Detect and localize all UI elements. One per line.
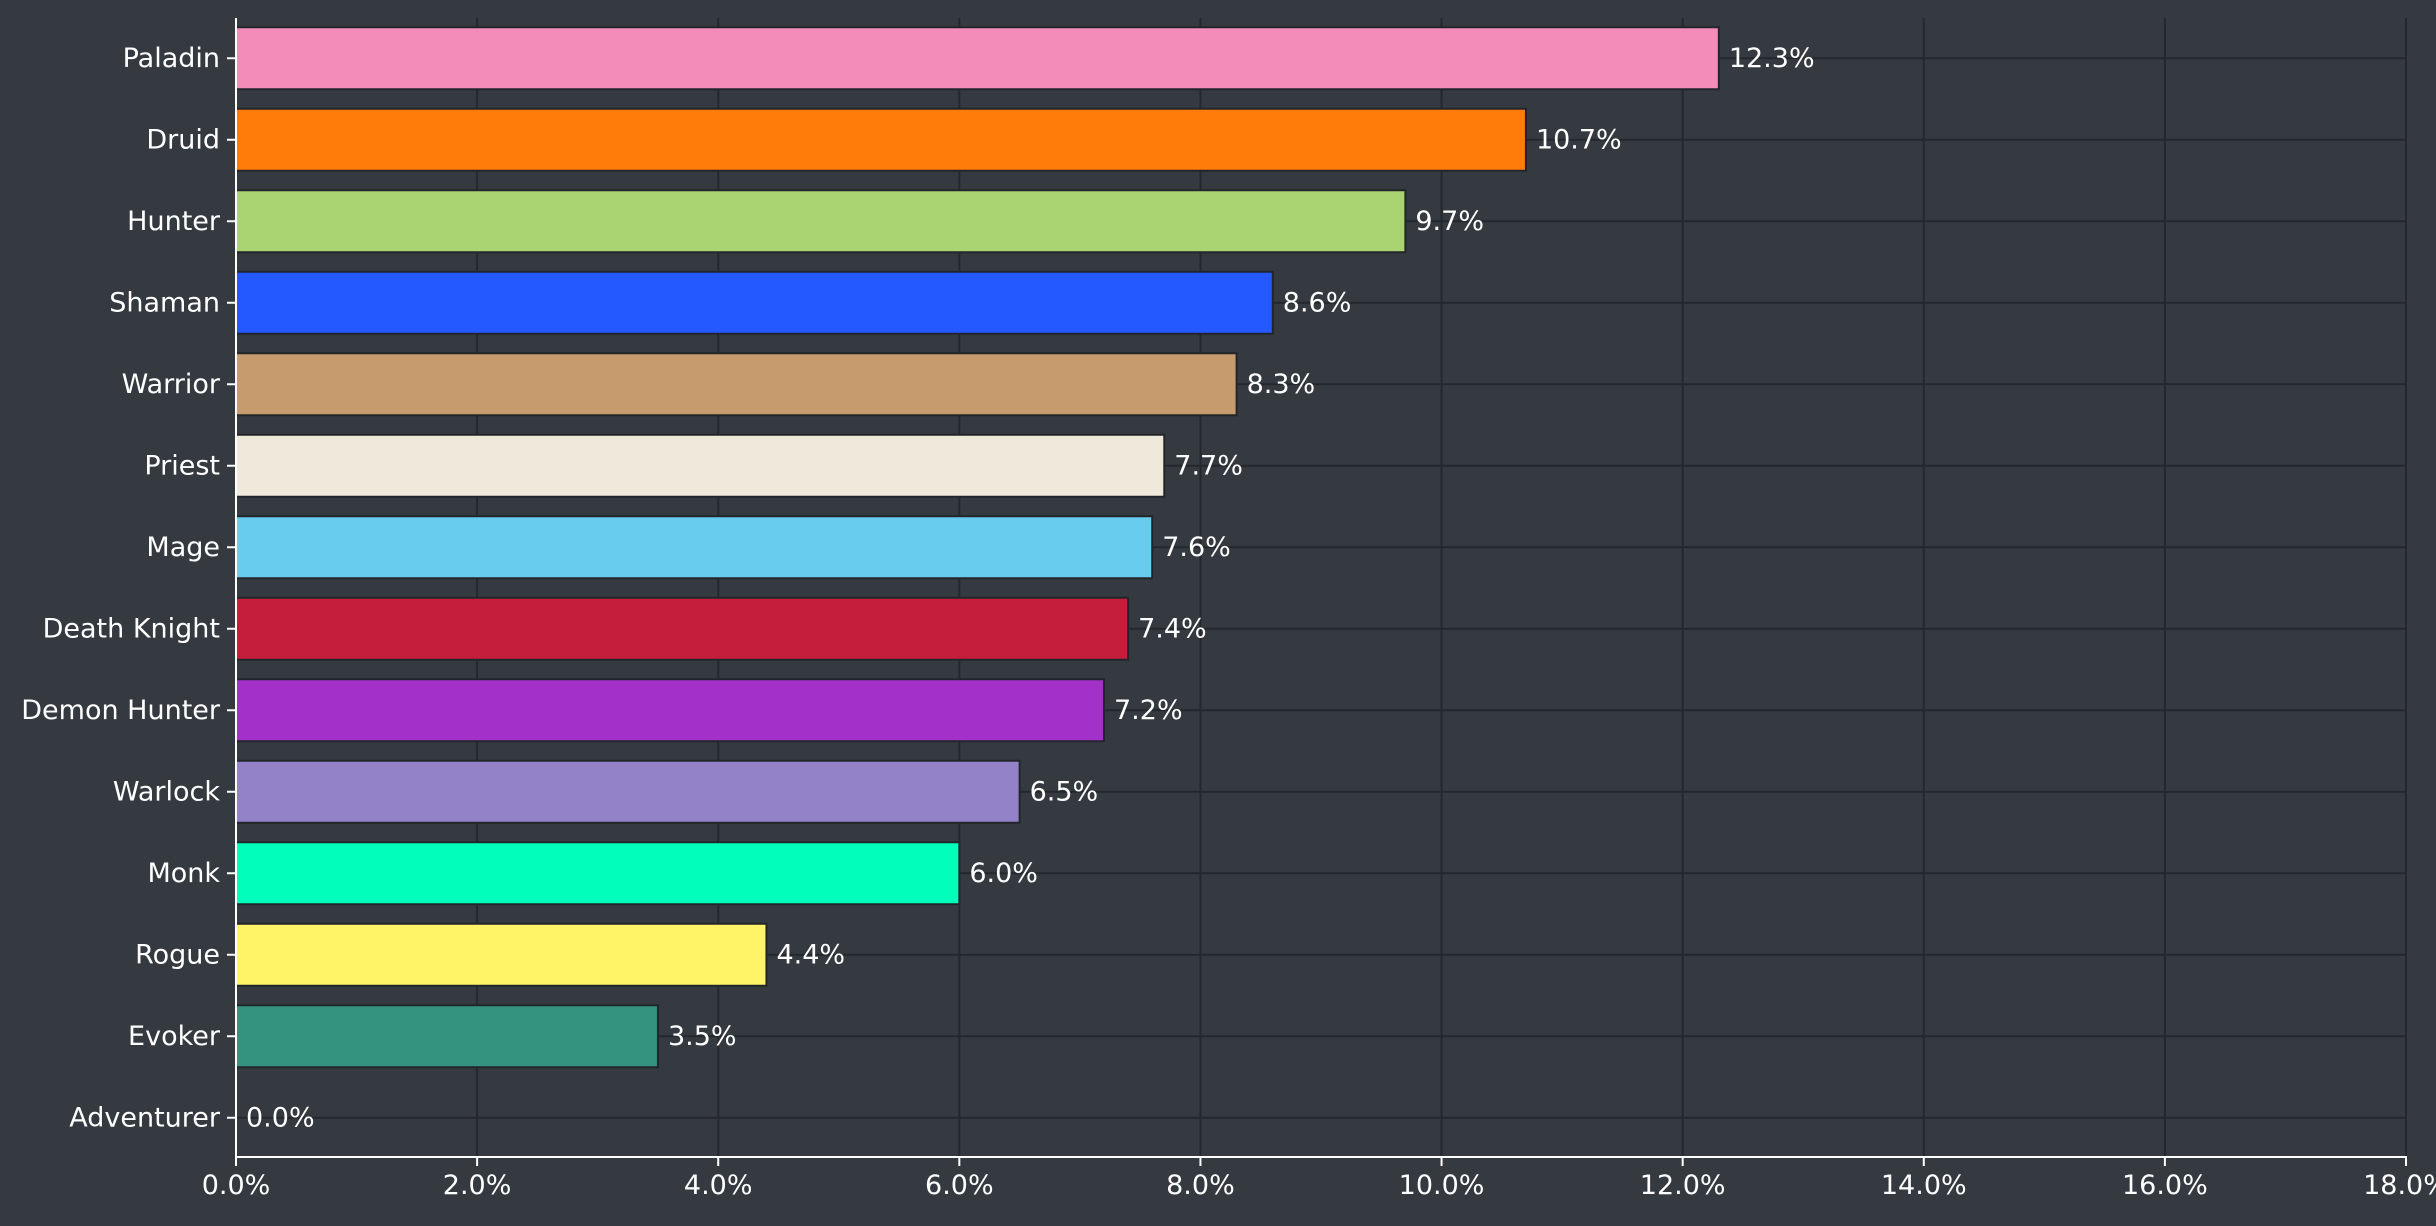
value-label: 4.4%: [776, 939, 845, 970]
y-tick-label: Adventurer: [69, 1102, 221, 1133]
bar-warrior: [235, 352, 1238, 417]
label-layer: 12.3% 10.7% 9.7% 8.6% 8.3% 7.7% 7.6% 7.4% 7.2% 6.…: [21, 43, 2436, 1201]
bar-evoker: [235, 1004, 659, 1069]
value-label: 7.4%: [1138, 613, 1207, 644]
y-tick-label: Warrior: [122, 369, 221, 400]
x-tick-label: 12.0%: [1640, 1170, 1726, 1201]
x-tick-label: 0.0%: [202, 1170, 271, 1201]
x-tick-label: 8.0%: [1166, 1170, 1235, 1201]
y-tick-label: Demon Hunter: [21, 695, 221, 726]
y-tick-label: Paladin: [123, 43, 220, 74]
value-label: 9.7%: [1415, 206, 1484, 237]
bar-warlock: [235, 759, 1021, 824]
y-tick-label: Shaman: [109, 287, 220, 318]
value-label: 7.2%: [1114, 695, 1183, 726]
value-label: 3.5%: [668, 1021, 737, 1052]
value-label: 8.3%: [1247, 369, 1316, 400]
bar-layer: [235, 26, 1720, 1069]
x-tick-label: 18.0%: [2363, 1170, 2436, 1201]
bar-shaman: [235, 270, 1274, 335]
bar-hunter: [235, 189, 1407, 254]
y-tick-label: Priest: [144, 450, 220, 481]
bar-priest: [235, 433, 1166, 498]
y-tick-label: Mage: [146, 532, 220, 563]
y-tick-label: Evoker: [128, 1021, 221, 1052]
y-tick-label: Druid: [146, 124, 220, 155]
bar-monk: [235, 841, 961, 906]
bar-mage: [235, 515, 1154, 580]
value-label: 10.7%: [1536, 124, 1622, 155]
value-label: 7.7%: [1174, 450, 1243, 481]
bar-rogue: [235, 922, 768, 987]
value-label: 8.6%: [1283, 287, 1352, 318]
value-label: 6.5%: [1030, 776, 1099, 807]
x-tick-label: 10.0%: [1399, 1170, 1485, 1201]
value-label: 6.0%: [969, 858, 1038, 889]
x-tick-label: 2.0%: [443, 1170, 512, 1201]
y-tick-label: Hunter: [127, 206, 221, 237]
y-tick-label: Rogue: [135, 939, 220, 970]
y-tick-label: Death Knight: [43, 613, 220, 644]
value-label: 12.3%: [1729, 43, 1815, 74]
bar-paladin: [235, 26, 1720, 91]
bar-death-knight: [235, 596, 1130, 661]
axis-layer: [227, 18, 2407, 1166]
x-tick-label: 14.0%: [1881, 1170, 1967, 1201]
bar-druid: [235, 107, 1527, 172]
y-tick-label: Warlock: [113, 776, 220, 807]
value-label: 0.0%: [246, 1102, 315, 1133]
x-tick-label: 16.0%: [2122, 1170, 2208, 1201]
x-tick-label: 6.0%: [925, 1170, 994, 1201]
y-tick-label: Monk: [147, 858, 220, 889]
value-label: 7.6%: [1162, 532, 1231, 563]
bar-demon-hunter: [235, 678, 1105, 743]
x-tick-label: 4.0%: [684, 1170, 753, 1201]
